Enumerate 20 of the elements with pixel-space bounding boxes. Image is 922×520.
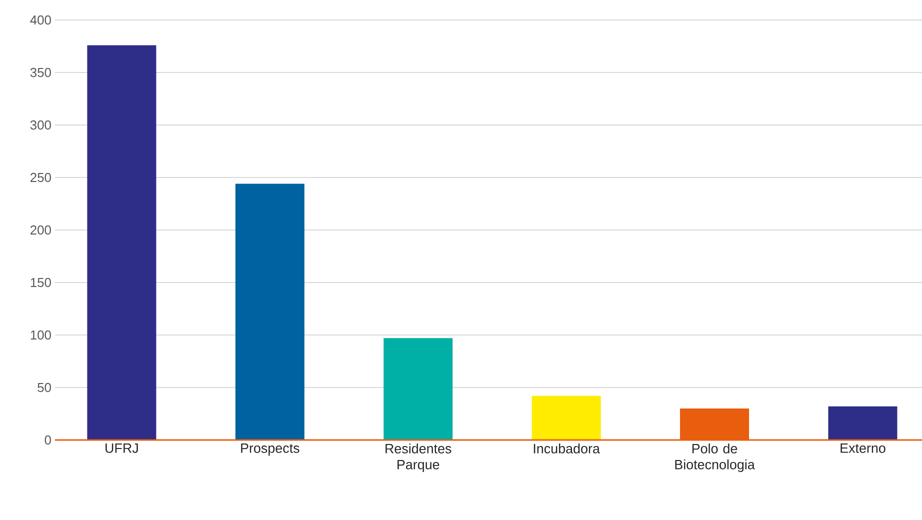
bar xyxy=(384,338,453,440)
y-tick-label: 0 xyxy=(44,435,51,445)
bar xyxy=(532,396,601,440)
x-tick-label: Incubadora xyxy=(534,444,600,454)
y-tick-label: 100 xyxy=(30,330,51,340)
y-tick-label: 400 xyxy=(30,15,51,25)
bar xyxy=(235,184,304,440)
y-tick-label: 200 xyxy=(30,225,51,235)
y-tick-label: 350 xyxy=(30,68,51,78)
x-tick-label: UFRJ xyxy=(106,444,138,453)
y-tick-label: 150 xyxy=(30,278,51,288)
bar xyxy=(87,45,156,440)
bar xyxy=(828,406,898,440)
x-tick-label: Polo de Biotecnologia xyxy=(675,444,755,472)
y-tick-label: 300 xyxy=(30,120,51,130)
y-tick-label: 50 xyxy=(38,382,51,392)
x-tick-label: Externo xyxy=(840,444,886,453)
y-tick-label: 250 xyxy=(30,172,51,182)
x-tick-label: Residentes Parque xyxy=(386,444,452,472)
x-tick-label: Prospects xyxy=(241,444,300,456)
